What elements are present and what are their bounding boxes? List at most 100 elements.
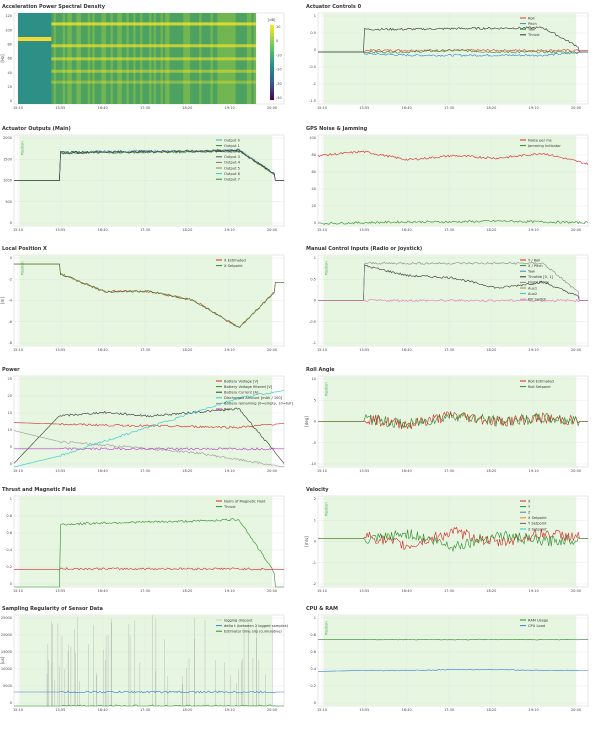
series-line-discharged-amount-mah-100- xyxy=(13,390,285,468)
heatmap-band xyxy=(51,44,256,48)
heatmap-band xyxy=(18,37,52,42)
panel-1: Acceleration Power Spectral Density 120 10… xyxy=(0,4,285,110)
x-tick-label: 18:20 xyxy=(486,708,496,712)
x-tick-label: 20:00 xyxy=(267,469,277,473)
x-tick-label: 15:55 xyxy=(359,708,369,712)
legend-label: CPU Load xyxy=(528,624,545,628)
panel-10: Velocity Position 2 1 0 -1 -215:10 15:55 16:40 17… xyxy=(304,487,589,593)
x-tick-label: 16:40 xyxy=(98,106,108,110)
y-tick-label: 5 xyxy=(314,398,316,402)
colorbar-tick: 0 xyxy=(276,39,278,43)
y-tick-label: 0 xyxy=(314,221,316,225)
y-tick-label: 25 xyxy=(8,377,12,381)
x-tick-label: 20:00 xyxy=(267,228,277,232)
x-tick-label: 20:00 xyxy=(571,106,581,110)
legend-label: Output 3 xyxy=(224,155,240,159)
series-line-5-v xyxy=(14,447,284,451)
x-tick-label: 20:00 xyxy=(267,589,277,593)
panel-title: Actuator Controls 0 xyxy=(306,4,362,10)
y-tick-label: 0 xyxy=(314,540,316,544)
x-tick-label: 16:40 xyxy=(98,589,108,593)
panel-title: Power xyxy=(2,367,20,373)
flight-mode-region xyxy=(323,13,576,104)
x-tick-label: 19:10 xyxy=(225,469,235,473)
series-line-x-setpoint xyxy=(14,263,284,329)
y-axis-label: [m] xyxy=(0,297,5,304)
x-tick-label: 19:10 xyxy=(225,348,235,352)
y-tick-label: 80 xyxy=(8,43,12,47)
x-tick-label: 19:10 xyxy=(529,708,539,712)
x-tick-label: 19:10 xyxy=(529,589,539,593)
y-tick-label: 10000 xyxy=(1,667,12,671)
y-tick-label: 120 xyxy=(5,14,12,18)
legend-label: Norm of Magnetic Field xyxy=(224,499,265,503)
legend-label: Battery Voltage [V] xyxy=(224,379,259,383)
x-tick-label: 15:55 xyxy=(359,589,369,593)
heatmap-preflight xyxy=(18,13,52,104)
y-tick-label: 5000 xyxy=(3,684,12,688)
legend-label: Yaw xyxy=(528,270,535,274)
x-tick-label: 15:55 xyxy=(359,106,369,110)
x-tick-label: 15:10 xyxy=(13,469,23,473)
y-tick-label: -1 xyxy=(313,341,317,345)
heatmap-band xyxy=(51,22,256,26)
panel-5: Local Position X Position 0 -2 -4 -6 -815:10 15… xyxy=(0,246,285,352)
x-tick-label: 17:30 xyxy=(140,708,150,712)
flight-mode-region xyxy=(323,615,576,706)
legend-label: Flight Mode xyxy=(528,281,550,285)
legend-label: Output 6 xyxy=(224,172,241,176)
legend-label: X Estimated xyxy=(224,258,246,262)
y-tick-label: 0 xyxy=(314,48,316,52)
y-tick-label: -8 xyxy=(9,341,13,345)
colorbar-label: [dB] xyxy=(268,18,276,22)
x-tick-label: 20:00 xyxy=(571,708,581,712)
y-tick-label: 100 xyxy=(309,136,316,140)
y-tick-label: 15 xyxy=(8,411,12,415)
x-tick-label: 17:30 xyxy=(444,469,454,473)
series-line-thrust xyxy=(14,518,284,588)
colorbar-tick: -30 xyxy=(276,82,282,86)
x-tick-label: 15:10 xyxy=(13,708,23,712)
x-tick-label: 18:20 xyxy=(182,106,192,110)
y-axis-label: [Hz] xyxy=(0,54,5,63)
y-tick-label: -1.5 xyxy=(309,99,316,103)
x-tick-label: 15:55 xyxy=(55,106,65,110)
y-tick-label: 1 xyxy=(10,497,12,501)
y-tick-label: 500 xyxy=(5,200,12,204)
panel-title: Actuator Outputs (Main) xyxy=(2,126,71,132)
x-tick-label: 16:40 xyxy=(402,708,412,712)
x-tick-label: 15:55 xyxy=(359,469,369,473)
series-line-battery-voltage-v- xyxy=(14,422,285,429)
x-tick-label: 17:30 xyxy=(444,589,454,593)
x-tick-label: 15:10 xyxy=(317,106,327,110)
flight-mode-label: Position xyxy=(324,382,328,396)
legend-label: X / Pitch xyxy=(528,264,543,268)
legend-label: Yaw xyxy=(528,28,535,32)
legend-label: Output 1 xyxy=(224,144,240,148)
legend-label: Throttle [0, 1] xyxy=(527,275,553,279)
legend-label: X Setpoint xyxy=(528,516,547,520)
y-tick-label: 0 xyxy=(10,256,12,260)
x-tick-label: 15:55 xyxy=(55,348,65,352)
x-tick-label: 15:10 xyxy=(317,469,327,473)
y-tick-label: 0 xyxy=(314,701,316,705)
colorbar-tick: -10 xyxy=(276,53,282,57)
y-tick-label: 0.4 xyxy=(6,548,12,552)
x-tick-label: 18:20 xyxy=(182,348,192,352)
x-tick-label: 15:10 xyxy=(13,589,23,593)
flight-mode-label: Position xyxy=(20,141,24,155)
x-tick-label: 16:40 xyxy=(402,589,412,593)
x-tick-label: 18:20 xyxy=(182,589,192,593)
series-line-roll-setpoint xyxy=(318,411,588,429)
x-tick-label: 15:55 xyxy=(55,589,65,593)
legend-label: Estimator time slip (cumulative) xyxy=(224,630,282,634)
series-line-kill-switch xyxy=(318,298,588,303)
x-tick-label: 15:55 xyxy=(55,708,65,712)
x-tick-label: 20:00 xyxy=(571,348,581,352)
flight-mode-region xyxy=(19,496,272,587)
legend-label: Jamming Indicator xyxy=(527,144,561,148)
y-tick-label: 40 xyxy=(8,71,12,75)
x-tick-label: 16:40 xyxy=(402,228,412,232)
legend-label: X xyxy=(528,499,531,503)
